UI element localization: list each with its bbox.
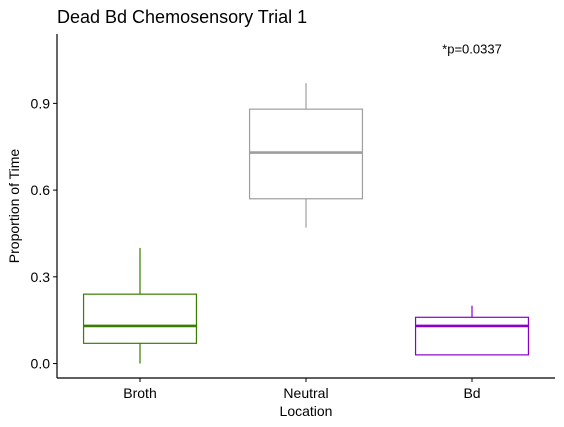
y-axis-ticks: 0.0 0.3 0.6 0.9 xyxy=(31,95,57,372)
box-broth xyxy=(82,247,198,364)
y-tick-label: 0.6 xyxy=(31,182,51,198)
box-iqr xyxy=(414,316,530,356)
y-tick-label: 0.0 xyxy=(31,356,51,372)
boxes xyxy=(82,83,530,364)
y-tick-label: 0.3 xyxy=(31,269,51,285)
chart-title: Dead Bd Chemosensory Trial 1 xyxy=(57,7,307,27)
p-value-annotation: *p=0.0337 xyxy=(442,41,502,56)
y-axis-title: Proportion of Time xyxy=(6,149,22,264)
box-bd xyxy=(414,305,530,356)
x-tick-label: Neutral xyxy=(283,385,328,401)
x-axis-ticks: Broth Neutral Bd xyxy=(123,378,481,401)
x-tick-label: Bd xyxy=(463,385,480,401)
box-neutral xyxy=(248,83,364,228)
x-tick-label: Broth xyxy=(123,385,156,401)
y-tick-label: 0.9 xyxy=(31,95,51,111)
box-iqr xyxy=(82,293,198,344)
box-iqr xyxy=(248,108,364,200)
x-axis-title: Location xyxy=(280,403,333,419)
